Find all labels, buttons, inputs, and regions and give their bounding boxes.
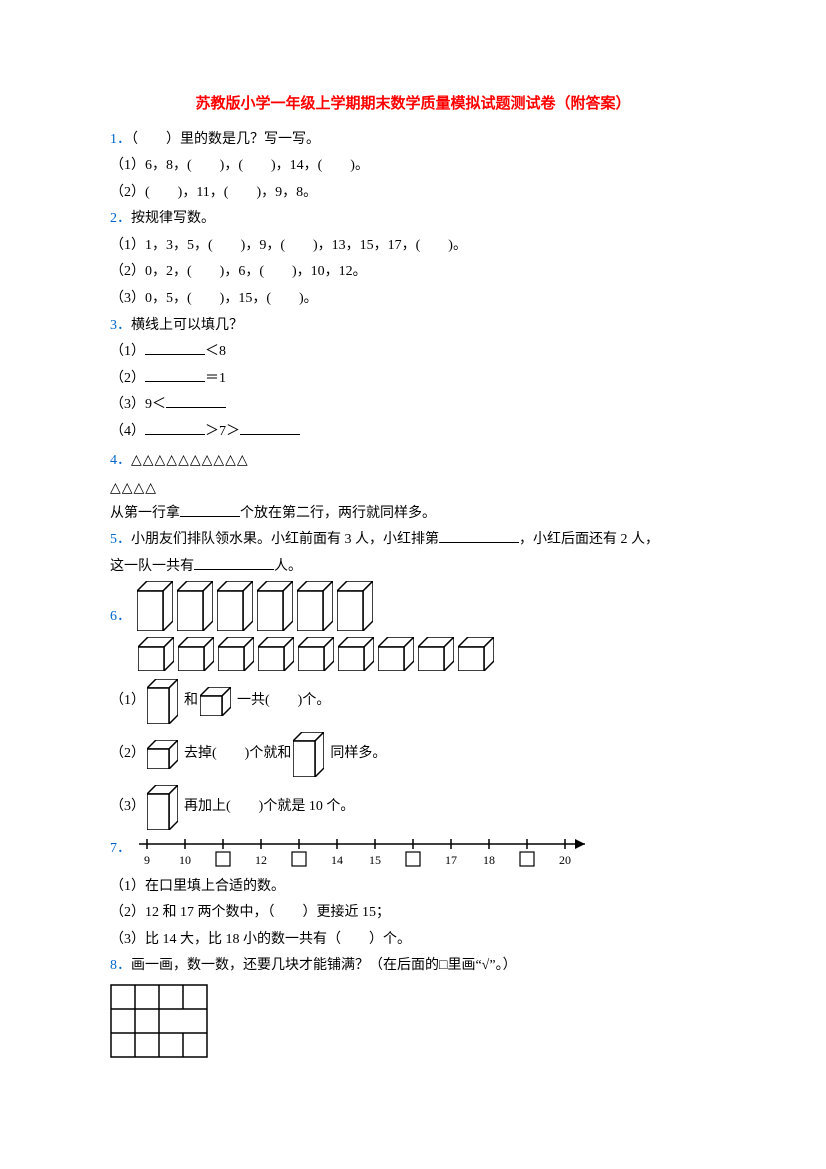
- q3-d: （4） ＞7＞: [110, 419, 716, 446]
- q3-c-pre: （3）9＜: [110, 397, 166, 412]
- cuboid-row-tall: [137, 581, 377, 631]
- number-line: 9 10 12 14 15 17 18 20: [137, 834, 597, 872]
- blank: [180, 502, 240, 517]
- q1-prompt: （ ）里的数是几？写一写。: [131, 132, 320, 147]
- q4-num: 4．: [110, 453, 131, 468]
- q6-2-mid: 去掉( )个就和: [184, 741, 291, 768]
- svg-text:14: 14: [331, 853, 343, 867]
- svg-text:10: 10: [179, 853, 191, 867]
- q4-tail: 从第一行拿 个放在第二行，两行就同样多。: [110, 501, 716, 528]
- q2-num: 2．: [110, 211, 131, 226]
- q2-prompt: 按规律写数。: [131, 211, 215, 226]
- cuboid-tall-icon: [293, 732, 328, 777]
- q6-header: 6．: [110, 581, 716, 631]
- tile-grid-svg: [110, 984, 210, 1062]
- q2: 2．按规律写数。: [110, 206, 716, 233]
- q4-tail-a: 从第一行拿: [110, 506, 180, 521]
- svg-text:18: 18: [483, 853, 495, 867]
- cuboid-tall-icon: [147, 785, 182, 830]
- q3-d-pre: （4）: [110, 424, 145, 439]
- q5-num: 5．: [110, 532, 131, 547]
- q1-b: （2）( )，11，( )，9，8。: [110, 180, 716, 207]
- q4-tail-b: 个放在第二行，两行就同样多。: [240, 506, 436, 521]
- q6-3: （3） 再加上( )个就是 10 个。: [110, 785, 716, 830]
- q8-num: 8．: [110, 958, 131, 973]
- svg-text:12: 12: [255, 853, 267, 867]
- triangle-row-1: △△△△△△△△△△: [131, 451, 249, 467]
- q5-a: 小朋友们排队领水果。小红前面有 3 人，小红排第: [131, 532, 439, 547]
- exam-page: 苏教版小学一年级上学期期末数学质量模拟试题测试卷（附答案） 1．（ ）里的数是几…: [0, 0, 826, 1113]
- q1-a: （1）6，8，( )，( )，14，( )。: [110, 153, 716, 180]
- q3-num: 3．: [110, 318, 131, 333]
- blank: [240, 420, 300, 435]
- q6-2-pre: （2）: [110, 741, 145, 768]
- svg-text:9: 9: [144, 853, 150, 867]
- q3-a-post: ＜8: [205, 344, 226, 359]
- q3-prompt: 横线上可以填几？: [131, 318, 243, 333]
- q3-b-pre: （2）: [110, 371, 145, 386]
- q6-3-pre: （3）: [110, 794, 145, 821]
- q6-1: （1） 和 一共( )个。: [110, 679, 716, 724]
- q7-a: （1）在口里填上合适的数。: [110, 874, 716, 901]
- q5-b: ，小红后面还有 2 人，: [519, 532, 659, 547]
- q2-b: （2）0，2，( )，6，( )，10，12。: [110, 259, 716, 286]
- q5-d: 人。: [274, 559, 302, 574]
- cuboid-short-icon: [200, 687, 235, 716]
- cuboid-short-icon: [147, 740, 182, 769]
- q2-c: （3）0，5，( )，15，( )。: [110, 286, 716, 313]
- q7-num: 7．: [110, 834, 131, 863]
- q8-prompt: 画一画，数一数，还要几块才能铺满？（在后面的□里画“√”。）: [131, 958, 517, 973]
- q5-line2: 这一队一共有 人。: [110, 554, 716, 581]
- q3: 3．横线上可以填几？: [110, 313, 716, 340]
- q6-2-post: 同样多。: [330, 741, 386, 768]
- triangle-row-2: △△△△: [110, 474, 716, 501]
- blank: [166, 393, 226, 408]
- tile-grid: [110, 984, 716, 1073]
- q3-a: （1） ＜8: [110, 339, 716, 366]
- q3-d-mid: ＞7＞: [205, 424, 240, 439]
- q8: 8．画一画，数一数，还要几块才能铺满？（在后面的□里画“√”。）: [110, 953, 716, 980]
- q1: 1．（ ）里的数是几？写一写。: [110, 127, 716, 154]
- q7-header: 7． 9 10 12 14 15 17 18 20: [110, 834, 716, 872]
- blank: [145, 340, 205, 355]
- cuboid-tall-icon: [147, 679, 182, 724]
- q4: 4．△△△△△△△△△△: [110, 446, 716, 475]
- q6-3-post: 再加上( )个就是 10 个。: [184, 794, 354, 821]
- q6-1-post: 一共( )个。: [237, 688, 330, 715]
- q3-a-pre: （1）: [110, 344, 145, 359]
- blank: [145, 367, 205, 382]
- blank: [439, 528, 519, 543]
- q3-b-post: ＝1: [205, 371, 226, 386]
- q6-1-mid: 和: [184, 688, 198, 715]
- q5: 5．小朋友们排队领水果。小红前面有 3 人，小红排第 ，小红后面还有 2 人，: [110, 527, 716, 554]
- svg-text:17: 17: [445, 853, 457, 867]
- q2-a: （1）1，3，5，( )，9，( )，13，15，17，( )。: [110, 233, 716, 260]
- q6-1-pre: （1）: [110, 688, 145, 715]
- cuboid-row-short: [138, 637, 716, 671]
- page-title: 苏教版小学一年级上学期期末数学质量模拟试题测试卷（附答案）: [110, 90, 716, 119]
- blank: [194, 555, 274, 570]
- svg-text:15: 15: [369, 853, 381, 867]
- q3-c: （3）9＜: [110, 392, 716, 419]
- q5-c: 这一队一共有: [110, 559, 194, 574]
- q6-num: 6．: [110, 604, 131, 631]
- q1-num: 1．: [110, 132, 131, 147]
- q3-b: （2） ＝1: [110, 366, 716, 393]
- q7-c: （3）比 14 大，比 18 小的数一共有（ ）个。: [110, 927, 716, 954]
- q7-b: （2）12 和 17 两个数中，（ ）更接近 15；: [110, 900, 716, 927]
- q6-2: （2） 去掉( )个就和 同样多。: [110, 732, 716, 777]
- svg-text:20: 20: [559, 853, 571, 867]
- blank: [145, 420, 205, 435]
